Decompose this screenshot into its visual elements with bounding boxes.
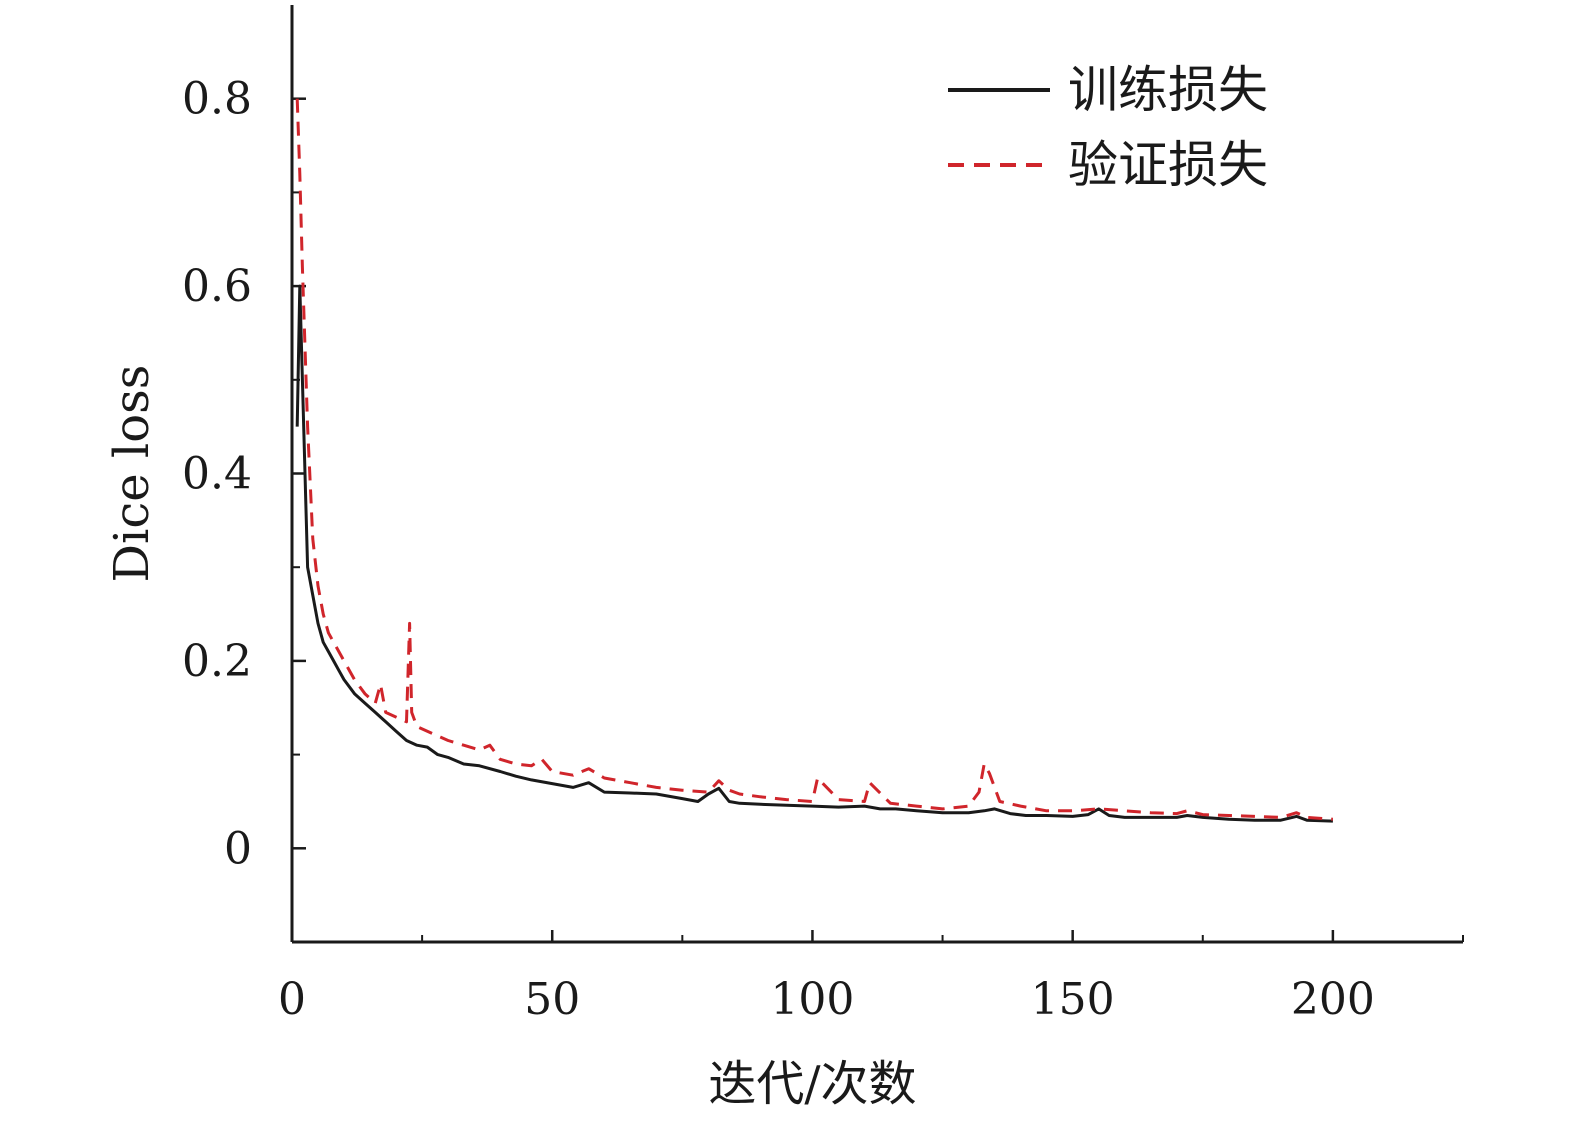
axes: 0 50 100 150 200 0 0.2 0.4 0.6 0.8 xyxy=(182,5,1464,1025)
train-loss-line xyxy=(295,284,1333,823)
x-tick-label: 100 xyxy=(770,974,854,1025)
y-tick-label: 0.4 xyxy=(182,449,252,500)
x-axis-label: 迭代/次数 xyxy=(708,1056,916,1112)
y-axis-label: Dice loss xyxy=(104,365,160,583)
x-tick-label: 200 xyxy=(1291,974,1375,1025)
x-tick-label: 50 xyxy=(524,974,580,1025)
y-tick-label: 0.6 xyxy=(182,261,252,312)
legend-label: 训练损失 xyxy=(1068,61,1268,119)
y-tick-label: 0.8 xyxy=(182,74,252,125)
y-tick-label: 0.2 xyxy=(182,636,252,687)
y-tick-label: 0 xyxy=(224,823,252,874)
x-tick-label: 150 xyxy=(1031,974,1115,1025)
series-layer xyxy=(295,98,1334,823)
legend-label: 验证损失 xyxy=(1068,136,1268,194)
val-loss-line xyxy=(295,98,1334,821)
x-tick-label: 0 xyxy=(278,974,306,1025)
